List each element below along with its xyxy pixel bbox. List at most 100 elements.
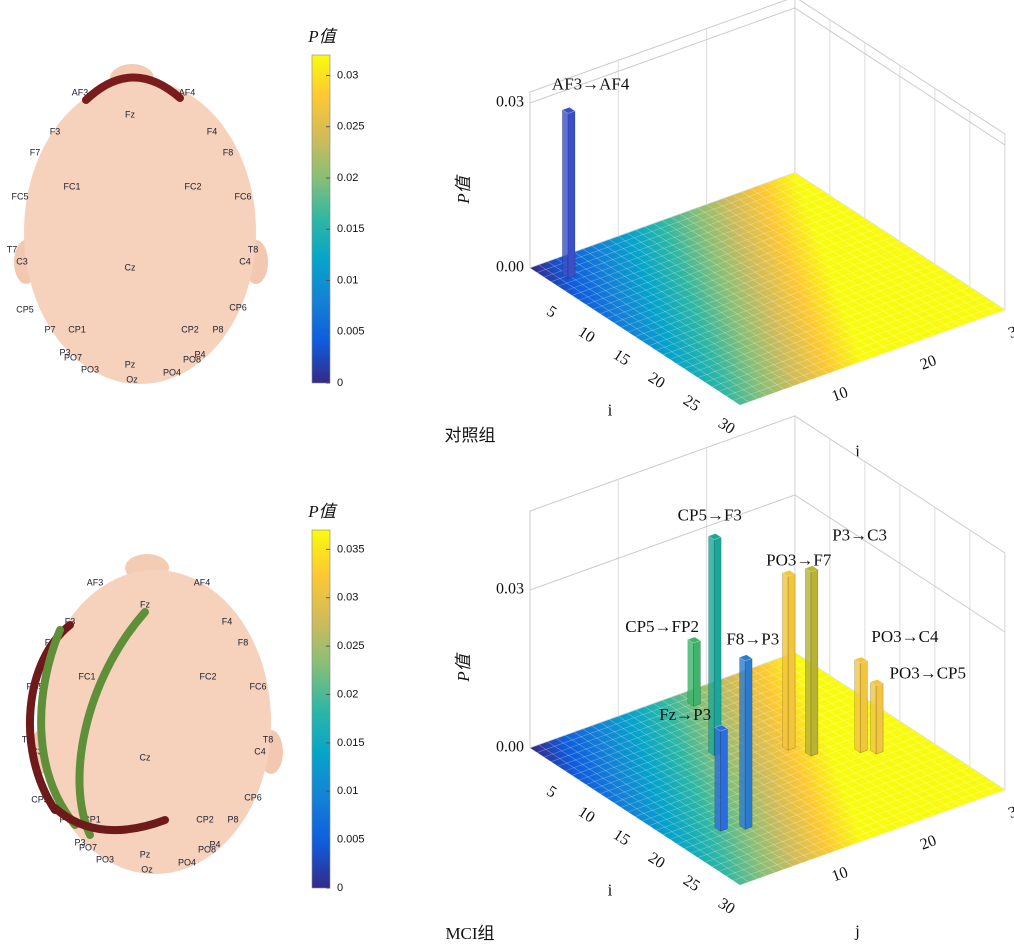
bar-side	[811, 569, 818, 756]
electrode-label: PO7	[64, 352, 82, 362]
electrode-label: P8	[227, 814, 238, 824]
bar-label: CP5→FP2	[625, 617, 699, 636]
z-axis-label: P值	[454, 174, 473, 204]
bar-label: PO3→F7	[766, 550, 832, 569]
colorbar-tick-label: 0.025	[337, 640, 365, 652]
electrode-label: FC2	[199, 671, 216, 681]
colorbar-tick-label: 0.03	[337, 592, 358, 604]
bar-side	[740, 657, 746, 829]
electrode-label: FC6	[234, 191, 251, 201]
bar	[855, 657, 868, 753]
colorbar-tick-label: 0.005	[337, 834, 365, 846]
bar-side	[855, 660, 861, 753]
x-tick-label: 15	[610, 346, 633, 369]
electrode-label: Cz	[125, 262, 136, 272]
electrode-label: F3	[50, 126, 61, 136]
electrode-label: FC2	[184, 181, 201, 191]
electrode-label: Oz	[141, 864, 153, 874]
bar	[688, 637, 701, 706]
x-tick-label: 20	[645, 369, 668, 392]
z-axis-label: P值	[454, 652, 473, 682]
y-tick-label: 10	[830, 384, 851, 405]
x-tick-label: 5	[543, 303, 559, 322]
bar-side	[693, 641, 700, 707]
bar-side	[860, 661, 867, 753]
head: AF3AF4FzF3F4F7F8FC1FC2FC5FC6T7T8C3C4CzCP…	[22, 554, 283, 874]
bar	[870, 679, 883, 754]
y-tick-label: 20	[918, 352, 939, 373]
colorbar-label: P值	[307, 27, 337, 46]
bar-label: P3→C3	[832, 526, 887, 545]
x-tick-label: 5	[543, 783, 559, 802]
x-tick-label: 10	[575, 804, 598, 827]
bar-label: F8→P3	[726, 630, 779, 649]
colorbar-tick-label: 0.03	[337, 69, 358, 81]
electrode-label: FC1	[63, 181, 80, 191]
bar-label: Fz→P3	[659, 705, 711, 724]
electrode-label: Pz	[125, 359, 136, 369]
bar-label: AF3→AF4	[552, 74, 630, 93]
electrode-label: T8	[248, 244, 259, 254]
bar	[715, 725, 728, 831]
bar-side	[870, 682, 876, 754]
colorbar-tick-label: 0.005	[337, 326, 365, 338]
electrode-label: PO4	[163, 367, 181, 377]
y-tick-label: 20	[918, 832, 939, 853]
bar-side	[782, 573, 788, 751]
electrode-label: FC6	[249, 681, 266, 691]
electrode-label: PO3	[96, 854, 114, 864]
caption: 对照组	[445, 426, 496, 445]
electrode-label: PO8	[183, 354, 201, 364]
bar	[740, 655, 753, 830]
electrode-label: F7	[30, 147, 41, 157]
electrode-label: PO4	[178, 857, 196, 867]
bar-side	[876, 683, 883, 754]
electrode-label: Pz	[140, 849, 151, 859]
bar-side	[568, 111, 575, 279]
caption: MCI组	[445, 924, 494, 943]
bar-side	[562, 110, 568, 279]
bar-side	[805, 568, 811, 756]
electrode-label: Fz	[125, 109, 135, 119]
colorbar-tick-label: 0	[337, 882, 343, 894]
x-tick-label: 30	[715, 415, 738, 438]
electrode-label: CP2	[196, 814, 214, 824]
bar-side	[715, 728, 721, 832]
electrode-label: PO7	[79, 842, 97, 852]
bar	[805, 566, 818, 757]
head: AF3AF4FzF3F4F7F8FC1FC2FC5FC6T7T8C3C4CzCP…	[7, 64, 268, 384]
bar-side	[688, 640, 694, 707]
colorbar-label: P值	[307, 502, 337, 521]
electrode-label: C4	[254, 746, 266, 756]
electrode-label: F4	[222, 616, 233, 626]
electrode-label: Cz	[140, 752, 151, 762]
electrode-label: P7	[44, 324, 55, 334]
electrode-label: CP6	[244, 792, 262, 802]
bar-label: PO3→CP5	[889, 663, 966, 682]
electrode-label: F8	[223, 147, 234, 157]
electrode-label: FC1	[78, 671, 95, 681]
electrode-label: AF3	[87, 577, 104, 587]
bar-label: PO3→C4	[871, 627, 939, 646]
colorbar-tick-label: 0.015	[337, 223, 365, 235]
electrode-label: FC5	[11, 191, 28, 201]
y-tick-label: 30	[1006, 320, 1014, 341]
x-tick-label: 15	[610, 826, 633, 849]
page: AF3AF4FzF3F4F7F8FC1FC2FC5FC6T7T8C3C4CzCP…	[0, 0, 1014, 947]
electrode-label: F8	[238, 637, 249, 647]
bar-side	[714, 537, 721, 756]
figure: AF3AF4FzF3F4F7F8FC1FC2FC5FC6T7T8C3C4CzCP…	[0, 0, 1014, 947]
bar	[782, 570, 795, 750]
electrode-label: Fz	[140, 599, 150, 609]
electrode-label: C4	[239, 256, 251, 266]
y-tick-label: 10	[830, 864, 851, 885]
electrode-label: CP1	[68, 324, 86, 334]
x-tick-label: 20	[645, 849, 668, 872]
electrode-label: CP6	[229, 302, 247, 312]
electrode-label: CP5	[16, 304, 34, 314]
electrode-label: Oz	[126, 374, 138, 384]
electrode-label: T8	[263, 734, 274, 744]
colorbar-tick-label: 0.02	[337, 172, 358, 184]
y-tick-label: 30	[1006, 800, 1014, 821]
x-axis-label: i	[608, 400, 613, 419]
